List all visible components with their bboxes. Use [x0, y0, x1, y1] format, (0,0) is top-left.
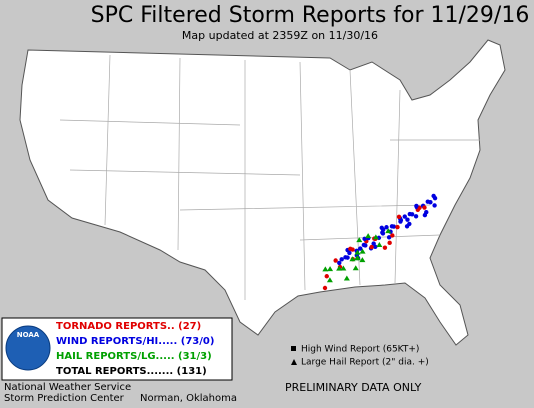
title: SPC Filtered Storm Reports for 11/29/16: [91, 3, 530, 28]
wind-report: [343, 255, 348, 260]
hail-report: [354, 249, 361, 255]
hail-report: [376, 241, 383, 247]
tornado-report: [322, 285, 328, 291]
wind-report: [402, 214, 407, 219]
notice: PRELIMINARY DATA ONLY: [285, 381, 422, 394]
hail-report: [349, 256, 356, 262]
tornado-report: [324, 274, 329, 279]
hail-report: [343, 275, 350, 281]
hail-report: [354, 255, 361, 261]
key-item: Large Hail Report (2" dia. +): [301, 358, 429, 368]
tornado-report: [390, 233, 395, 238]
legend-item: WIND REPORTS/HI..... (73/0): [56, 336, 214, 347]
agency: National Weather Service: [4, 382, 131, 393]
center: Storm Prediction Center: [4, 393, 125, 404]
subtitle: Map updated at 2359Z on 11/30/16: [182, 29, 378, 42]
hail-report: [326, 277, 333, 283]
hail-report: [365, 233, 372, 239]
wind-report: [386, 235, 392, 240]
tornado-report: [369, 244, 374, 250]
hail-report: [372, 234, 379, 240]
wind-report: [431, 193, 436, 199]
wind-report: [339, 257, 344, 262]
hail-report: [322, 266, 329, 272]
tornado-report: [396, 214, 402, 220]
hail-key-icon: [291, 359, 297, 365]
tornado-report: [422, 205, 427, 210]
wind-report: [407, 221, 412, 227]
wind-report: [379, 225, 384, 230]
hail-report: [359, 248, 366, 254]
legend-item: TORNADO REPORTS.. (27): [56, 321, 201, 332]
wind-report: [361, 242, 367, 248]
wind-report: [398, 217, 404, 223]
tornado-report: [382, 245, 388, 250]
hail-report: [340, 265, 347, 271]
tornado-report: [395, 224, 400, 230]
legend-item: HAIL REPORTS/LG..... (31/3): [56, 351, 212, 362]
tornado-report: [387, 240, 392, 246]
legend-item: TOTAL REPORTS....... (131): [56, 366, 207, 377]
logo-text: NOAA: [17, 331, 40, 339]
wind-report: [405, 217, 410, 222]
hail-report: [356, 237, 363, 243]
tornado-report: [350, 247, 355, 252]
wind-report: [337, 260, 342, 266]
wind-report: [425, 199, 430, 204]
us-outline: [19, 39, 506, 346]
hail-report: [336, 265, 343, 271]
wind-report: [380, 230, 385, 235]
wind-report: [414, 203, 419, 209]
wind-report: [384, 225, 389, 230]
wind-report: [413, 214, 419, 219]
wind-report: [407, 211, 413, 217]
wind-report: [432, 203, 437, 208]
report-markers: [322, 193, 438, 291]
tornado-report: [333, 258, 338, 263]
hail-report: [352, 265, 359, 271]
wind-report: [424, 210, 429, 215]
wind-report: [371, 241, 376, 246]
location: Norman, Oklahoma: [140, 393, 237, 404]
wind-report: [389, 224, 395, 229]
noaa-logo: [5, 325, 51, 371]
key-item: High Wind Report (65KT+): [301, 345, 419, 355]
wind-report: [358, 246, 363, 251]
hail-report: [327, 266, 334, 272]
hail-report: [359, 257, 366, 263]
hail-report: [385, 228, 392, 234]
wind-key-icon: [291, 346, 296, 351]
